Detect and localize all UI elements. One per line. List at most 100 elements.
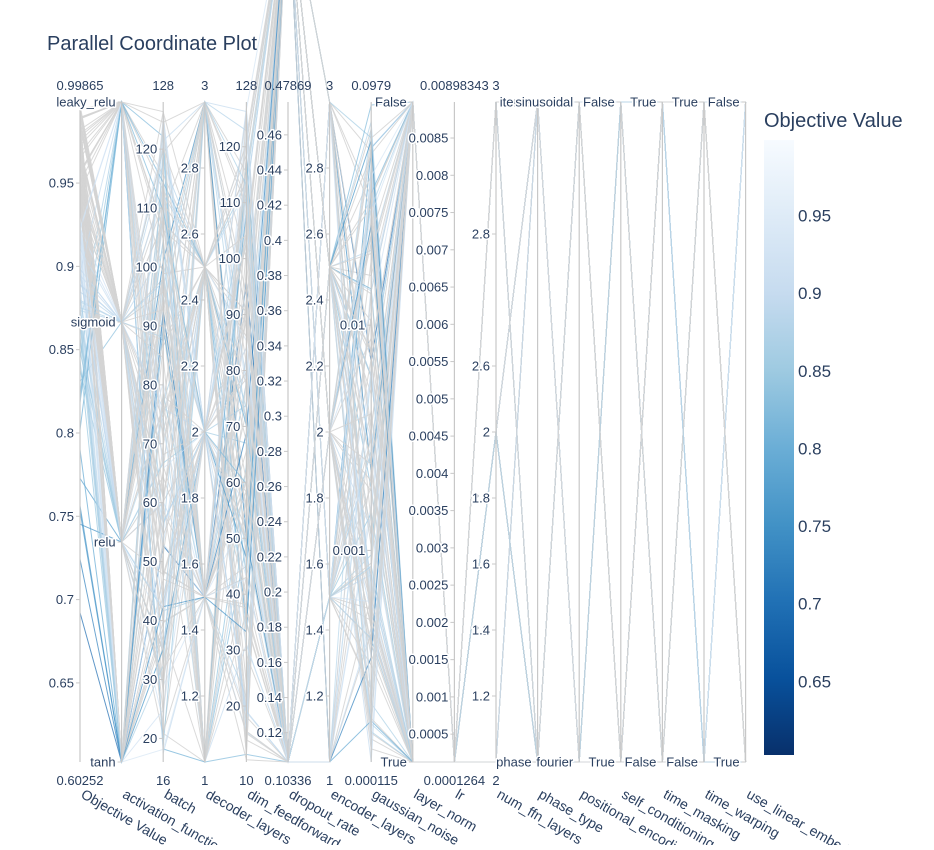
tick-label: 2.6 (472, 359, 490, 374)
tick-label: 0.001 (333, 543, 366, 558)
svg-text:0.003: 0.003 (416, 540, 449, 555)
svg-text:90: 90 (226, 307, 240, 322)
colorbar-gradient (764, 140, 794, 755)
axis-range-max: 0.47869 (265, 78, 312, 93)
tick-label: 0.0055 (409, 354, 449, 369)
tick-label: 2.6 (181, 227, 199, 242)
svg-text:0.01: 0.01 (340, 318, 365, 333)
category-label: leaky_relu (56, 95, 115, 110)
svg-text:0.34: 0.34 (257, 338, 282, 353)
tick-label: 2.4 (181, 293, 199, 308)
svg-text:0.95: 0.95 (49, 176, 74, 191)
svg-text:0.001: 0.001 (416, 689, 449, 704)
svg-text:50: 50 (226, 531, 240, 546)
svg-text:0.32: 0.32 (257, 374, 282, 389)
svg-text:20: 20 (143, 731, 157, 746)
category-label: sinusoidal (515, 95, 573, 110)
tick-label: 0.28 (257, 444, 282, 459)
tick-label: 1.4 (181, 623, 199, 638)
axis-title: lr (453, 786, 468, 804)
axis-range-min: 2 (492, 773, 499, 788)
svg-text:1.4: 1.4 (472, 623, 490, 638)
axis-range-min: 0.10336 (265, 773, 312, 788)
tick-label: 60 (226, 475, 240, 490)
svg-text:2: 2 (192, 425, 199, 440)
tick-label: 60 (143, 495, 157, 510)
tick-label: 1.6 (472, 557, 490, 572)
category-label: False (625, 755, 657, 770)
svg-text:40: 40 (143, 613, 157, 628)
axis-range-min: 0.000115 (345, 773, 398, 788)
axis-range-max: 128 (152, 78, 174, 93)
tick-label: 110 (220, 195, 241, 210)
svg-text:60: 60 (143, 495, 157, 510)
svg-text:0.0065: 0.0065 (409, 280, 449, 295)
svg-text:0.28: 0.28 (257, 444, 282, 459)
svg-text:1.4: 1.4 (306, 623, 324, 638)
tick-label: 70 (226, 419, 240, 434)
colorbar-title: Objective Value (764, 110, 903, 132)
tick-label: 2 (483, 425, 490, 440)
svg-text:0.26: 0.26 (257, 479, 282, 494)
tick-label: 40 (143, 613, 157, 628)
svg-text:0.85: 0.85 (49, 342, 74, 357)
svg-text:fourier: fourier (536, 755, 574, 770)
tick-label: 0.24 (257, 514, 282, 529)
tick-label: 0.0065 (409, 280, 449, 295)
category-label: True (589, 755, 615, 770)
svg-text:0.9: 0.9 (56, 259, 74, 274)
tick-label: 0.002 (416, 615, 449, 630)
tick-label: 1.8 (472, 491, 490, 506)
tick-label: 0.14 (257, 690, 282, 705)
axis-range-max: 128 (236, 78, 258, 93)
tick-label: 1.6 (181, 557, 199, 572)
svg-text:0.006: 0.006 (416, 317, 449, 332)
svg-text:0.22: 0.22 (257, 549, 282, 564)
tick-label: 40 (226, 587, 240, 602)
tick-label: 2.2 (181, 359, 199, 374)
svg-text:0.005: 0.005 (416, 391, 449, 406)
colorbar-tick-label: 0.85 (798, 362, 831, 381)
tick-label: 0.004 (416, 466, 449, 481)
svg-text:0.0055: 0.0055 (409, 354, 449, 369)
svg-text:1.8: 1.8 (306, 491, 324, 506)
tick-label: 100 (135, 260, 157, 275)
svg-text:0.0085: 0.0085 (409, 131, 449, 146)
svg-text:0.38: 0.38 (257, 268, 282, 283)
tick-label: 0.38 (257, 268, 282, 283)
svg-text:tanh: tanh (90, 755, 115, 770)
tick-label: 1.4 (472, 623, 490, 638)
category-label: True (713, 755, 739, 770)
tick-label: 2.4 (472, 491, 490, 506)
svg-text:0.14: 0.14 (257, 690, 282, 705)
svg-text:0.0035: 0.0035 (409, 503, 449, 518)
tick-label: 2.8 (306, 161, 324, 176)
svg-text:1.8: 1.8 (181, 491, 199, 506)
svg-text:2.4: 2.4 (306, 293, 324, 308)
tick-label: 0.006 (416, 317, 449, 332)
category-label: phase (496, 755, 531, 770)
tick-label: 0.0005 (409, 727, 449, 742)
svg-text:2.6: 2.6 (472, 359, 490, 374)
svg-text:2.6: 2.6 (181, 227, 199, 242)
svg-text:False: False (666, 755, 698, 770)
tick-label: 1.2 (181, 689, 199, 704)
svg-text:False: False (625, 755, 657, 770)
tick-label: 1.4 (306, 623, 324, 638)
tick-label: 0.0085 (409, 131, 449, 146)
svg-text:0.18: 0.18 (257, 620, 282, 635)
svg-text:110: 110 (220, 195, 241, 210)
svg-text:0.0075: 0.0075 (409, 205, 449, 220)
tick-label: 0.3 (264, 409, 282, 424)
svg-text:2.4: 2.4 (472, 491, 490, 506)
svg-text:False: False (375, 95, 407, 110)
tick-label: 0.007 (416, 242, 449, 257)
category-label: True (381, 755, 407, 770)
svg-text:2.8: 2.8 (472, 227, 490, 242)
tick-label: 0.0045 (409, 429, 449, 444)
svg-text:0.2: 0.2 (264, 585, 282, 600)
svg-text:20: 20 (226, 699, 240, 714)
tick-label: 70 (143, 436, 157, 451)
tick-label: 2.6 (306, 227, 324, 242)
